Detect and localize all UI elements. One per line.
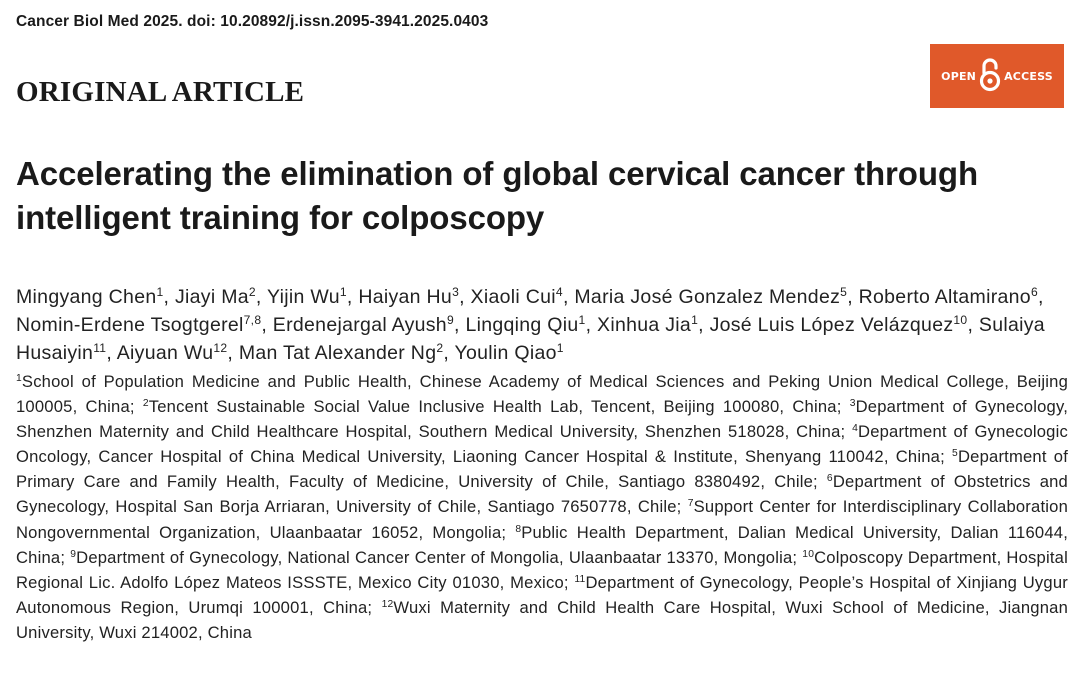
author-name: Lingqing Qiu	[465, 314, 579, 336]
author-name: Man Tat Alexander Ng	[238, 342, 437, 364]
article-title: Accelerating the elimination of global c…	[16, 155, 979, 236]
author: Youlin Qiao1	[454, 342, 563, 364]
affiliation-number: 8	[515, 523, 522, 535]
author-affiliation-number: 2	[248, 284, 256, 299]
author: Lingqing Qiu1	[465, 314, 585, 336]
author-name: Erdenejargal Ayush	[272, 314, 447, 336]
affiliation-number: 3	[849, 397, 856, 409]
author-affiliation-number: 12	[213, 340, 228, 355]
author: Aiyuan Wu12	[117, 342, 228, 364]
author-name: José Luis López Velázquez	[709, 314, 954, 336]
affiliation-number: 5	[952, 448, 958, 460]
author: Nomin-Erdene Tsogtgerel7,8	[16, 314, 261, 336]
author-affiliation-number: 1	[691, 312, 699, 327]
author-affiliation-number: 7,8	[243, 312, 262, 327]
affiliation-text: Public Health Department, Dalian Medical…	[16, 522, 1068, 567]
affiliation: 3Department of Gynecology, Shenzhen Mate…	[16, 397, 1068, 441]
affiliation-text: Department of Gynecology, National Cance…	[76, 547, 798, 567]
author: José Luis López Velázquez10	[710, 314, 968, 336]
affiliation-text: Support Center for Interdisciplinary Col…	[16, 497, 1069, 542]
author-affiliation-number: 9	[446, 312, 454, 327]
affiliation-number: 2	[142, 397, 149, 409]
author-name: Sulaiya Husaiyin	[16, 314, 1045, 364]
affiliation-number: 11	[574, 573, 586, 585]
affiliation: 9Department of Gynecology, National Canc…	[70, 548, 797, 567]
affiliation-number: 10	[802, 548, 815, 560]
affiliation: 11Department of Gynecology, People’s Hos…	[16, 573, 1068, 617]
affiliation: 10Colposcopy Department, Hospital Region…	[16, 548, 1068, 592]
author: Xiaoli Cui4	[471, 286, 563, 308]
author-name: Maria José Gonzalez Mendez	[574, 286, 841, 308]
author: Roberto Altamirano6	[859, 286, 1038, 308]
affiliation-text: Wuxi Maternity and Child Health Care Hos…	[16, 597, 1069, 642]
affiliation-number: 6	[826, 473, 833, 485]
author-affiliation-number: 2	[436, 340, 444, 355]
affiliation: 6Department of Obstetrics and Gynecology…	[16, 472, 1068, 516]
author: Yijin Wu1	[267, 286, 347, 308]
affiliation: 7Support Center for Interdisciplinary Co…	[16, 497, 1068, 541]
author-affiliation-number: 1	[578, 312, 586, 327]
author: Man Tat Alexander Ng2	[239, 342, 444, 364]
author-affiliation-number: 11	[93, 340, 107, 355]
affiliation-number: 12	[381, 598, 394, 610]
author-list: Mingyang Chen1, Jiayi Ma2, Yijin Wu1, Ha…	[16, 284, 1045, 364]
author: Mingyang Chen1	[16, 286, 164, 308]
author-affiliation-number: 1	[556, 340, 564, 355]
affiliation-text: Tencent Sustainable Social Value Inclusi…	[148, 397, 842, 417]
author-affiliation-number: 5	[840, 284, 848, 299]
author-affiliation-number: 1	[339, 284, 347, 299]
author-name: Mingyang Chen	[16, 286, 157, 308]
citation-line: Cancer Biol Med 2025. doi: 10.20892/j.is…	[16, 13, 489, 30]
author-affiliation-number: 4	[555, 284, 563, 299]
author-name: Jiayi Ma	[174, 286, 249, 308]
author: Haiyan Hu3	[358, 286, 459, 308]
author: Xinhua Jia1	[597, 314, 698, 336]
affiliation: 2Tencent Sustainable Social Value Inclus…	[143, 397, 842, 416]
affiliation-text: School of Population Medicine and Public…	[16, 372, 1068, 417]
affiliation-number: 1	[16, 372, 22, 384]
affiliation-text: Department of Gynecology, Shenzhen Mater…	[16, 397, 1069, 442]
author-name: Youlin Qiao	[454, 342, 557, 364]
affiliation-number: 7	[687, 498, 694, 510]
open-lock-icon	[979, 57, 1001, 95]
affiliation-text: Department of Gynecologic Oncology, Canc…	[16, 422, 1068, 467]
author-affiliation-number: 3	[452, 284, 460, 299]
affiliation-text: Department of Primary Care and Family He…	[16, 447, 1069, 492]
author-name: Xinhua Jia	[597, 314, 692, 336]
affiliation-number: 9	[70, 548, 77, 560]
author-affiliation-number: 10	[953, 312, 968, 327]
author: Jiayi Ma2	[175, 286, 256, 308]
author-name: Xiaoli Cui	[470, 286, 556, 308]
author-name: Nomin-Erdene Tsogtgerel	[16, 314, 244, 336]
author-name: Haiyan Hu	[358, 286, 453, 308]
affiliation-text: Department of Obstetrics and Gynecology,…	[16, 472, 1068, 517]
affiliation: 8Public Health Department, Dalian Medica…	[16, 523, 1068, 567]
open-access-label-left: OPEN	[941, 69, 977, 83]
author-name: Yijin Wu	[267, 286, 340, 308]
author-name: Roberto Altamirano	[858, 286, 1031, 308]
author-name: Aiyuan Wu	[116, 342, 214, 364]
open-access-badge[interactable]: OPEN ACCESS	[930, 44, 1064, 108]
author: Maria José Gonzalez Mendez5	[574, 286, 847, 308]
author-affiliation-number: 1	[156, 284, 164, 299]
author: Sulaiya Husaiyin11	[16, 314, 1045, 364]
affiliation-text: Colposcopy Department, Hospital Regional…	[16, 547, 1068, 592]
author-affiliation-number: 6	[1030, 284, 1038, 299]
article-type-heading: ORIGINAL ARTICLE	[16, 76, 305, 108]
affiliation: 12Wuxi Maternity and Child Health Care H…	[16, 598, 1068, 642]
affiliation-number: 4	[852, 423, 859, 435]
open-access-label-right: ACCESS	[1004, 69, 1053, 83]
affiliation-list: 1School of Population Medicine and Publi…	[16, 369, 1068, 645]
author: Erdenejargal Ayush9	[273, 314, 454, 336]
affiliation-text: Department of Gynecology, People’s Hospi…	[16, 572, 1068, 617]
affiliation: 5Department of Primary Care and Family H…	[16, 447, 1068, 491]
affiliation: 1School of Population Medicine and Publi…	[16, 372, 1068, 416]
affiliation: 4Department of Gynecologic Oncology, Can…	[16, 422, 1068, 466]
